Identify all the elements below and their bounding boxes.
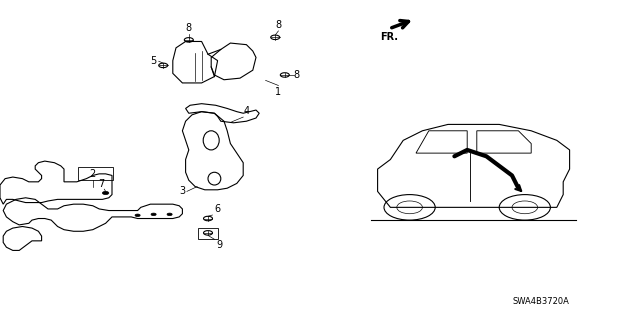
Circle shape: [151, 213, 156, 216]
Text: 8: 8: [186, 24, 192, 33]
Text: 4: 4: [243, 107, 250, 116]
Text: 9: 9: [216, 240, 223, 250]
Circle shape: [135, 214, 140, 217]
Text: 5: 5: [150, 56, 157, 66]
Text: 3: 3: [179, 186, 186, 197]
Text: FR.: FR.: [380, 32, 398, 42]
Text: SWA4B3720A: SWA4B3720A: [513, 297, 569, 306]
Text: 1: 1: [275, 87, 282, 97]
Text: 6: 6: [214, 204, 221, 214]
Text: 7: 7: [98, 179, 104, 189]
Circle shape: [102, 191, 109, 195]
Text: 2: 2: [90, 169, 96, 179]
Text: 8: 8: [275, 20, 282, 30]
Circle shape: [167, 213, 172, 216]
Text: 8: 8: [293, 70, 300, 80]
